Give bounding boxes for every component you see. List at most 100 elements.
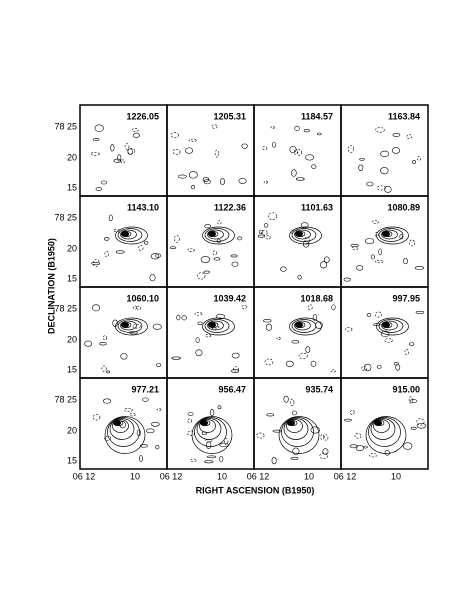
channel-label: 1163.84 <box>388 111 420 121</box>
contour <box>276 336 281 341</box>
contour <box>316 132 322 136</box>
contour <box>372 219 379 224</box>
x-tick-label: 10 <box>130 471 140 481</box>
contour <box>376 185 386 191</box>
contour <box>363 445 368 449</box>
panel: 1039.42 <box>166 286 255 379</box>
contour <box>172 148 181 155</box>
panel: 1205.31 <box>166 104 255 197</box>
contour <box>303 129 310 133</box>
source-contour <box>289 226 322 245</box>
y-tick-label: 78 25 <box>54 121 77 131</box>
contour <box>292 447 300 455</box>
contour <box>416 418 425 426</box>
source-contour <box>207 320 224 331</box>
contour <box>169 246 177 249</box>
contour <box>416 423 427 429</box>
contour <box>101 365 107 372</box>
contour <box>185 147 193 154</box>
source-contour <box>281 417 314 447</box>
contour <box>151 421 160 427</box>
source-contour <box>365 416 407 454</box>
contour <box>304 236 310 244</box>
contour <box>374 311 382 318</box>
contour <box>210 409 215 417</box>
contour <box>260 230 268 236</box>
panel: 1122.36 <box>166 195 255 288</box>
panel: 1143.10 <box>79 195 168 288</box>
source-contour <box>107 417 140 447</box>
contour <box>173 235 180 243</box>
source-core <box>287 420 295 426</box>
contour <box>320 434 325 440</box>
source-contour <box>207 229 224 240</box>
contour <box>99 342 107 346</box>
channel-label: 1205.31 <box>213 111 246 121</box>
channel-label: 977.21 <box>131 384 159 394</box>
contour <box>262 146 268 151</box>
source-contour <box>112 419 129 433</box>
source-contour <box>378 228 404 242</box>
contour <box>129 412 136 417</box>
contour <box>349 444 358 449</box>
source-contour <box>368 417 401 447</box>
contour <box>297 275 302 280</box>
source-contour <box>294 320 311 331</box>
panel: 997.95 <box>340 286 429 379</box>
channel-label: 1101.63 <box>301 202 333 212</box>
contour <box>156 363 162 367</box>
source-contour <box>291 319 317 333</box>
source-core <box>113 420 121 426</box>
contour <box>384 450 390 456</box>
y-tick-label: 20 <box>67 334 77 344</box>
channel-label: 956.47 <box>218 384 246 394</box>
contour <box>384 338 393 343</box>
contour <box>187 418 193 423</box>
channel-label: 1122.36 <box>214 202 246 212</box>
source-core <box>121 231 129 237</box>
source-contour <box>376 226 409 245</box>
contour <box>150 253 160 260</box>
source-contour <box>104 416 146 454</box>
source-core <box>200 420 208 426</box>
contour <box>307 304 313 311</box>
contour <box>351 246 359 251</box>
source-contour <box>115 226 148 245</box>
contour <box>215 313 225 320</box>
contour <box>291 410 297 416</box>
contour <box>305 346 311 353</box>
x-tick-label: 10 <box>304 471 314 481</box>
contour <box>176 314 181 321</box>
contour <box>403 442 413 450</box>
contour <box>311 164 317 169</box>
panel: 956.47 <box>166 377 255 470</box>
y-tick-label: 78 25 <box>54 303 77 313</box>
contour <box>195 337 200 343</box>
y-tick-label: 15 <box>67 455 77 465</box>
x-tick-label: 06 12 <box>334 471 357 481</box>
panel: 977.21 <box>79 377 168 470</box>
contour <box>392 133 401 137</box>
contour <box>241 143 248 149</box>
y-tick-label: 20 <box>67 243 77 253</box>
contour <box>365 238 375 245</box>
y-tick-label: 15 <box>67 182 77 192</box>
contour <box>203 270 210 274</box>
source-contour <box>109 418 135 440</box>
contour <box>310 360 317 367</box>
contour <box>112 319 118 327</box>
source-core <box>295 231 303 237</box>
source-contour <box>294 229 311 240</box>
source-contour <box>278 416 320 454</box>
contour <box>300 222 309 229</box>
contour <box>200 256 211 264</box>
contour <box>115 250 125 254</box>
source-contour <box>204 319 230 333</box>
contour <box>190 458 197 463</box>
contour <box>124 407 133 412</box>
source-contour <box>381 320 398 331</box>
contour <box>120 159 125 164</box>
contour <box>408 342 415 346</box>
contour <box>258 229 264 235</box>
contour <box>408 396 413 404</box>
